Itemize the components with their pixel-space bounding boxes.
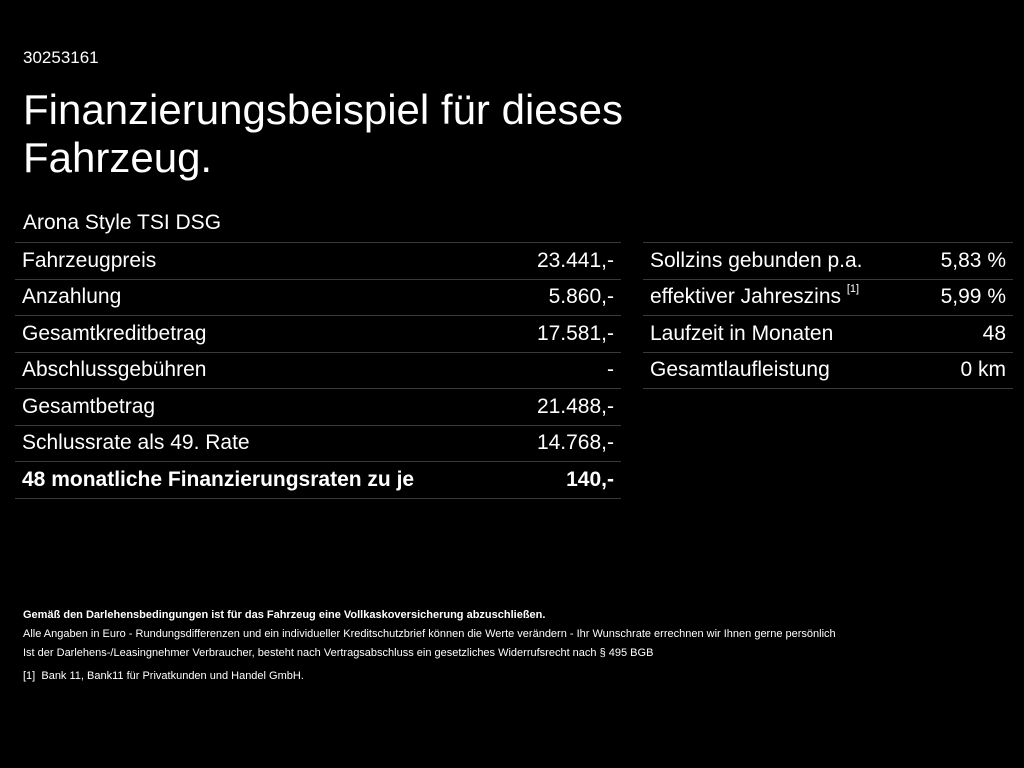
disclaimer-line: Ist der Darlehens-/Leasingnehmer Verbrau… <box>23 647 654 659</box>
monthly-rate-row: 48 monatliche Finanzierungsraten zu je 14… <box>15 461 621 499</box>
offer-id: 30253161 <box>23 48 99 67</box>
row-value: 5,83 % <box>916 242 1013 280</box>
row-label: Anzahlung <box>15 279 510 316</box>
vehicle-model: Arona Style TSI DSG <box>23 211 222 234</box>
row-value: 14.768,- <box>510 425 621 462</box>
row-label: Laufzeit in Monaten <box>643 315 917 353</box>
row-label-cell: effektiver Jahreszins [1] <box>643 279 917 316</box>
row-label: Gesamtbetrag <box>15 388 510 426</box>
row-value: 140,- <box>510 461 621 499</box>
disclaimer-line: Alle Angaben in Euro - Rundungsdifferenz… <box>23 628 836 640</box>
table-row: Schlussrate als 49. Rate 14.768,- <box>15 425 621 462</box>
row-label: Abschlussgebühren <box>15 352 510 389</box>
footnote-ref: [1] <box>846 283 860 296</box>
row-value: 17.581,- <box>510 315 621 353</box>
row-label: Gesamtkreditbetrag <box>15 315 510 353</box>
footnote-mark: [1] <box>23 670 36 682</box>
insurance-note: Gemäß den Darlehensbedingungen ist für d… <box>23 609 546 621</box>
table-row: effektiver Jahreszins [1] 5,99 % <box>643 279 1013 316</box>
table-row: Gesamtkreditbetrag 17.581,- <box>15 315 621 353</box>
row-label: Fahrzeugpreis <box>15 242 510 280</box>
row-value: 0 km <box>916 352 1013 389</box>
row-value: - <box>510 352 621 389</box>
footnote: [1] Bank 11, Bank11 für Privatkunden und… <box>23 667 836 686</box>
row-value: 21.488,- <box>510 388 621 426</box>
legal-notes: Gemäß den Darlehensbedingungen ist für d… <box>23 606 836 686</box>
row-value: 5,99 % <box>916 279 1013 316</box>
row-label: Schlussrate als 49. Rate <box>15 425 510 462</box>
interest-table: Sollzins gebunden p.a. 5,83 % effektiver … <box>643 242 1013 389</box>
row-label: 48 monatliche Finanzierungsraten zu je <box>15 461 510 499</box>
table-row: Gesamtlaufleistung 0 km <box>643 352 1013 389</box>
row-label: Gesamtlaufleistung <box>643 352 917 389</box>
financing-table: Fahrzeugpreis 23.441,- Anzahlung 5.860,- G… <box>15 242 621 499</box>
table-row: Abschlussgebühren - <box>15 352 621 389</box>
table-row: Gesamtbetrag 21.488,- <box>15 388 621 426</box>
table-row: Laufzeit in Monaten 48 <box>643 315 1013 353</box>
row-label: effektiver Jahreszins <box>650 285 842 309</box>
footnote-text: Bank 11, Bank11 für Privatkunden und Han… <box>41 670 304 682</box>
row-label: Sollzins gebunden p.a. <box>643 242 917 280</box>
row-value: 48 <box>916 315 1013 353</box>
page-title: Finanzierungsbeispiel für dieses Fahrzeu… <box>23 86 623 181</box>
table-row: Sollzins gebunden p.a. 5,83 % <box>643 242 1013 280</box>
table-row: Anzahlung 5.860,- <box>15 279 621 316</box>
table-row: Fahrzeugpreis 23.441,- <box>15 242 621 280</box>
row-value: 23.441,- <box>510 242 621 280</box>
row-value: 5.860,- <box>510 279 621 316</box>
